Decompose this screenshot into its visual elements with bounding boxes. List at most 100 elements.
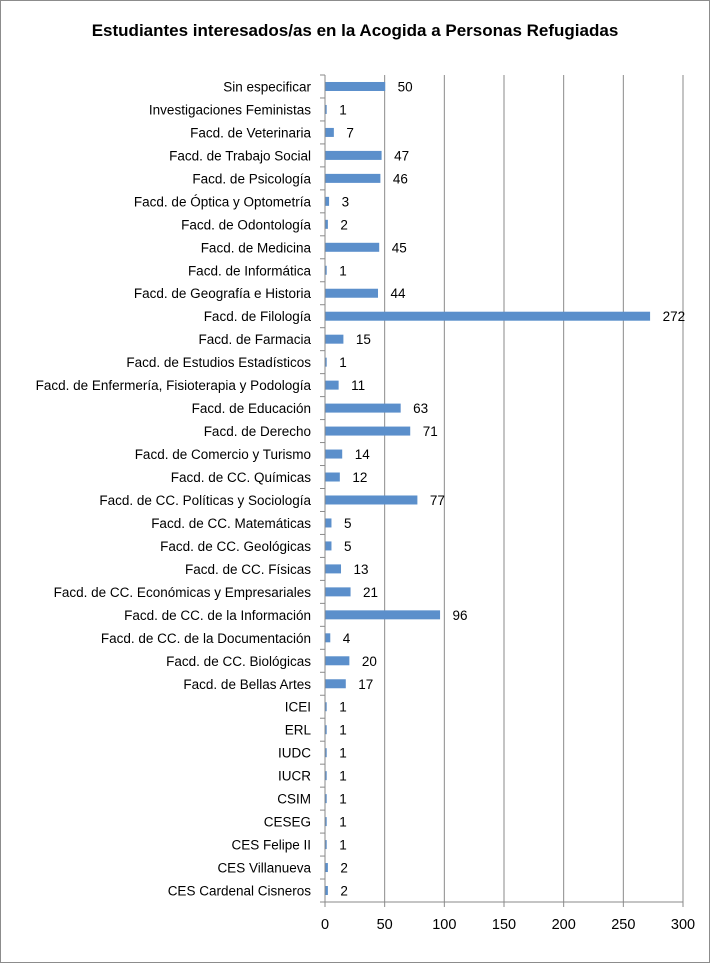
category-labels: Sin especificar Investigaciones Feminista… xyxy=(36,79,312,898)
data-label: 1 xyxy=(339,838,347,853)
bar xyxy=(325,449,343,459)
bar xyxy=(325,679,346,689)
x-tick-label: 100 xyxy=(432,917,456,933)
bar xyxy=(325,725,327,735)
data-label: 15 xyxy=(356,332,371,347)
data-label: 21 xyxy=(363,585,378,600)
bar xyxy=(325,518,332,528)
data-label: 46 xyxy=(393,171,408,186)
bar xyxy=(325,748,327,758)
data-label: 3 xyxy=(342,194,350,209)
bar xyxy=(325,403,401,413)
bar xyxy=(325,541,332,551)
data-label: 4 xyxy=(343,631,351,646)
category-label: Facd. de CC. Geológicas xyxy=(160,539,311,554)
bar xyxy=(325,840,327,850)
data-label: 14 xyxy=(355,447,371,462)
data-label: 20 xyxy=(362,654,377,669)
category-label: Facd. de Óptica y Optometría xyxy=(134,194,312,209)
x-tick-label: 250 xyxy=(611,917,635,933)
category-label: Facd. de CC. de la Documentación xyxy=(101,631,311,646)
bar xyxy=(325,150,382,160)
category-label: IUCR xyxy=(278,769,311,784)
bar xyxy=(325,771,327,781)
data-label: 13 xyxy=(354,562,369,577)
bar xyxy=(325,219,328,229)
category-label: Facd. de CC. Matemáticas xyxy=(151,516,311,531)
gridlines xyxy=(384,75,684,902)
bar xyxy=(325,817,327,827)
bar xyxy=(325,127,334,137)
data-label: 77 xyxy=(430,493,445,508)
data-label: 96 xyxy=(453,608,468,623)
category-label: Facd. de CC. Biológicas xyxy=(166,654,311,669)
data-label: 12 xyxy=(352,470,367,485)
bar xyxy=(325,288,379,298)
bar xyxy=(325,472,340,482)
category-label: Investigaciones Feministas xyxy=(149,102,311,117)
axes xyxy=(320,74,684,907)
data-label: 11 xyxy=(351,378,365,393)
category-label: Facd. de Comercio y Turismo xyxy=(135,447,311,462)
category-label: IUDC xyxy=(278,746,311,761)
bar xyxy=(325,794,327,804)
category-label: ERL xyxy=(285,723,312,738)
category-label: Facd. de Geografía e Historia xyxy=(134,286,312,301)
category-label: CES Cardenal Cisneros xyxy=(168,884,312,899)
category-label: Facd. de CC. Políticas y Sociología xyxy=(99,493,311,508)
data-label: 71 xyxy=(423,424,438,439)
bar xyxy=(325,587,351,597)
category-label: Facd. de CC. Químicas xyxy=(171,470,312,485)
category-label: CES Felipe II xyxy=(231,838,311,853)
data-label: 7 xyxy=(346,125,354,140)
data-label: 272 xyxy=(663,309,686,324)
bar xyxy=(325,196,330,206)
chart-title: Estudiantes interesados/as en la Acogida… xyxy=(91,21,619,40)
category-label: Facd. de Educación xyxy=(192,401,311,416)
data-label: 5 xyxy=(344,539,352,554)
bar xyxy=(325,242,380,252)
data-label: 1 xyxy=(339,102,347,117)
category-label: Facd. de CC. de la Información xyxy=(124,608,311,623)
x-tick-labels: 0 50 100 150 200 250 300 xyxy=(321,917,695,933)
category-label: Facd. de Estudios Estadísticos xyxy=(126,355,311,370)
category-label: Facd. de CC. Físicas xyxy=(185,562,311,577)
x-tick-label: 50 xyxy=(377,917,393,933)
data-label: 2 xyxy=(340,884,348,899)
data-label: 1 xyxy=(339,792,347,807)
data-label: 63 xyxy=(413,401,428,416)
x-tick-label: 0 xyxy=(321,917,329,933)
bar xyxy=(325,610,441,620)
bar xyxy=(325,702,327,712)
category-label: Facd. de Psicología xyxy=(192,171,311,186)
bar xyxy=(325,564,342,574)
data-label: 2 xyxy=(340,217,348,232)
category-label: Facd. de Bellas Artes xyxy=(183,677,311,692)
category-label: Facd. de Odontología xyxy=(181,217,311,232)
data-label: 1 xyxy=(339,815,347,830)
data-label: 1 xyxy=(339,700,347,715)
category-label: Facd. de Filología xyxy=(204,309,312,324)
bar xyxy=(325,104,327,114)
bar xyxy=(325,495,418,505)
bar xyxy=(325,265,327,275)
data-label: 1 xyxy=(339,355,347,370)
data-label: 17 xyxy=(358,677,373,692)
category-label: Facd. de Medicina xyxy=(201,240,312,255)
category-label: Facd. de Trabajo Social xyxy=(169,148,311,163)
bar xyxy=(325,357,327,367)
data-label: 1 xyxy=(339,723,347,738)
category-label: Facd. de Enfermería, Fisioterapia y Podo… xyxy=(36,378,312,393)
data-labels: 5017474632451442721511163711412775513219… xyxy=(339,79,685,898)
x-tick-label: 300 xyxy=(671,917,695,933)
category-label: Facd. de Derecho xyxy=(204,424,311,439)
bar xyxy=(325,886,328,896)
bar xyxy=(325,863,328,873)
category-label: Sin especificar xyxy=(223,79,311,94)
bar xyxy=(325,311,651,321)
bar xyxy=(325,426,411,436)
data-label: 1 xyxy=(339,263,347,278)
data-label: 45 xyxy=(392,240,407,255)
